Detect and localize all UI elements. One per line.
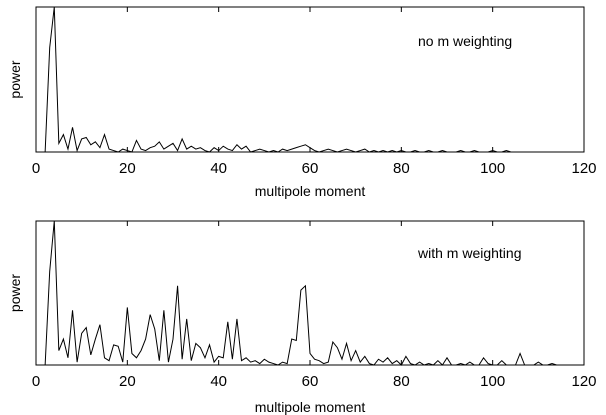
top-annotation: no m weighting <box>418 33 512 49</box>
bottom-series-line <box>44 220 580 366</box>
top-series-line <box>44 6 580 153</box>
top-x-tick-label: 40 <box>210 160 227 177</box>
bottom-x-tick-label: 120 <box>571 373 596 390</box>
bottom-annotation: with m weighting <box>417 245 522 261</box>
top-x-tick-label: 0 <box>32 160 40 177</box>
top-x-tick-label: 60 <box>302 160 319 177</box>
bottom-x-axis-label: multipole moment <box>255 399 366 415</box>
bottom-y-axis-label: power <box>7 274 23 312</box>
bottom-x-ticks: 0 20 40 60 80 100 120 <box>32 221 597 390</box>
top-x-ticks: 0 20 40 60 80 100 120 <box>32 7 597 177</box>
bottom-x-tick-label: 80 <box>393 373 410 390</box>
top-x-tick-label: 80 <box>393 160 410 177</box>
bottom-x-tick-label: 40 <box>210 373 227 390</box>
bottom-x-tick-label: 60 <box>302 373 319 390</box>
bottom-x-tick-label: 100 <box>480 373 505 390</box>
top-panel: 0 20 40 60 80 100 120 no m weighting multipole… <box>7 6 597 199</box>
bottom-x-tick-label: 0 <box>32 373 40 390</box>
top-y-axis-label: power <box>7 60 23 98</box>
bottom-x-tick-label: 20 <box>119 373 136 390</box>
bottom-panel: 0 20 40 60 80 100 120 with m weighting multipo… <box>7 220 597 415</box>
top-x-tick-label: 20 <box>119 160 136 177</box>
top-x-tick-label: 120 <box>571 160 596 177</box>
bottom-plot-frame <box>35 220 585 366</box>
top-x-axis-label: multipole moment <box>255 183 366 199</box>
top-x-tick-label: 100 <box>480 160 505 177</box>
top-plot-frame <box>35 6 585 153</box>
